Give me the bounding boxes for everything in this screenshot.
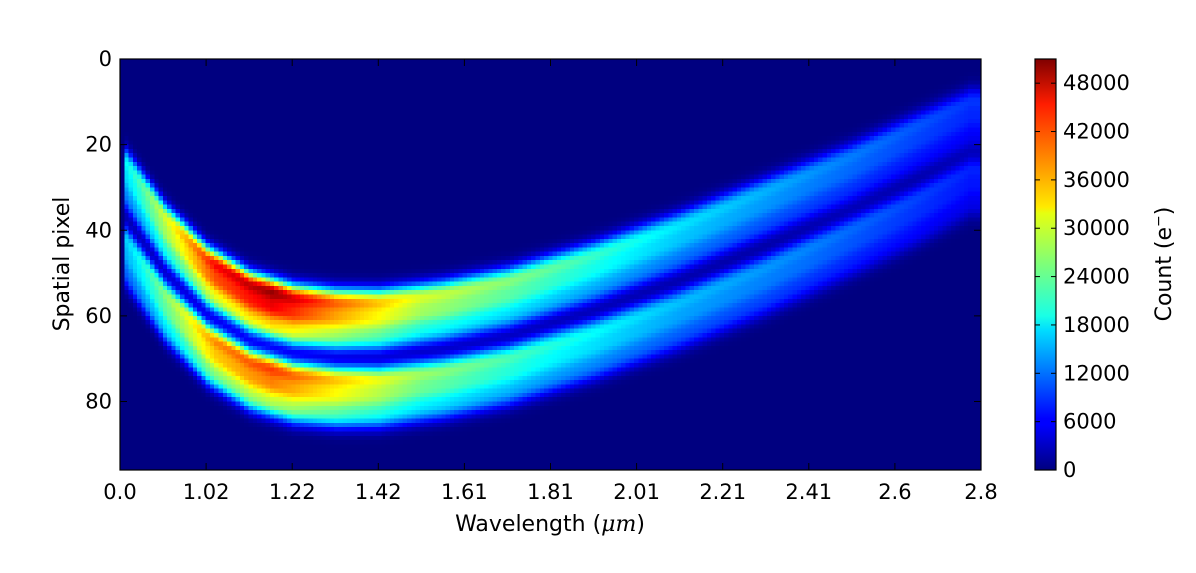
y-axis-title: Spatial pixel bbox=[50, 197, 75, 332]
heatmap-plot-area bbox=[119, 58, 982, 471]
colorbar-tick-label: 12000 bbox=[1063, 361, 1130, 385]
x-axis-title: Wavelength (μm) bbox=[455, 512, 645, 537]
y-tick-label: 60 bbox=[85, 304, 112, 328]
colorbar-ticks: 0 6000 12000 18000 24000 30000 36000 42000 48000 bbox=[1035, 71, 1130, 482]
y-tick-label: 40 bbox=[85, 218, 112, 242]
x-tick-label: 2.6 bbox=[878, 480, 911, 504]
colorbar-tick-label: 6000 bbox=[1063, 410, 1116, 434]
heatmap-image bbox=[120, 59, 981, 470]
colorbar-title: Count (e−) bbox=[1151, 207, 1177, 322]
colorbar-tick-label: 48000 bbox=[1063, 71, 1130, 95]
x-tick-label: 1.22 bbox=[269, 480, 316, 504]
x-axis: 0.0 1.02 1.22 1.42 1.61 1.81 2.01 2.21 2.41 2.6 2.… bbox=[103, 59, 998, 504]
y-tick-label: 20 bbox=[85, 133, 112, 157]
x-tick-label: 1.02 bbox=[183, 480, 230, 504]
x-tick-label: 2.01 bbox=[613, 480, 660, 504]
colorbar-tick-label: 0 bbox=[1063, 458, 1076, 482]
y-axis: 0 20 40 60 80 bbox=[85, 47, 981, 414]
x-tick-label: 1.42 bbox=[355, 480, 402, 504]
x-tick-label: 2.21 bbox=[699, 480, 746, 504]
y-tick-label: 0 bbox=[99, 47, 112, 71]
colorbar-tick-label: 42000 bbox=[1063, 120, 1130, 144]
colorbar-gradient bbox=[1034, 58, 1057, 471]
y-tick-label: 80 bbox=[85, 390, 112, 414]
x-tick-label: 1.61 bbox=[441, 480, 488, 504]
colorbar-tick-label: 36000 bbox=[1063, 168, 1130, 192]
colorbar-tick-label: 30000 bbox=[1063, 216, 1130, 240]
colorbar-tick-label: 24000 bbox=[1063, 265, 1130, 289]
x-tick-label: 2.8 bbox=[964, 480, 997, 504]
x-tick-label: 1.81 bbox=[527, 480, 574, 504]
colorbar: 0 6000 12000 18000 24000 30000 36000 42000 48000… bbox=[1034, 58, 1177, 482]
x-tick-label: 2.41 bbox=[785, 480, 832, 504]
colorbar-tick-label: 18000 bbox=[1063, 313, 1130, 337]
x-tick-label: 0.0 bbox=[103, 480, 136, 504]
